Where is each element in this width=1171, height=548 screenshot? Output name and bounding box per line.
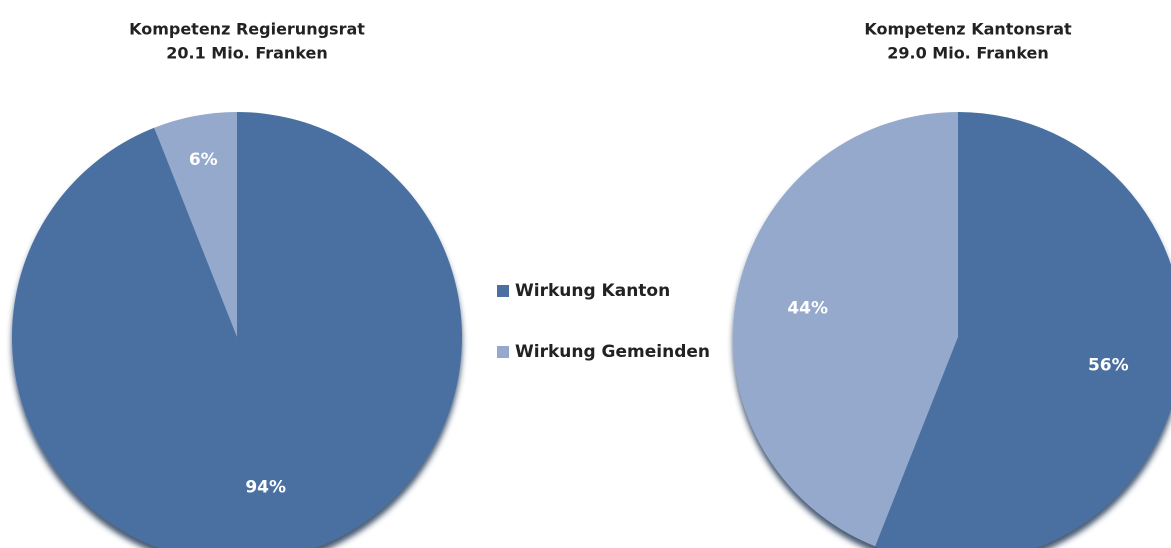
pie-slice <box>154 112 237 337</box>
chart-subtitle: 29.0 Mio. Franken <box>887 44 1049 63</box>
pie-slice <box>12 112 462 548</box>
pie-slice <box>875 112 1171 548</box>
data-label: 94% <box>245 477 286 497</box>
legend-swatch <box>497 285 509 297</box>
legend-label: Wirkung Kanton <box>515 281 670 301</box>
data-label: 6% <box>189 150 218 170</box>
chart-title: Kompetenz Kantonsrat <box>864 20 1072 39</box>
legend-swatch <box>497 346 509 358</box>
pie <box>733 112 1171 548</box>
pie-slice <box>733 112 958 547</box>
pie <box>12 112 462 548</box>
data-label: 56% <box>1088 356 1129 376</box>
data-label: 44% <box>787 298 828 318</box>
chart-title: Kompetenz Regierungsrat <box>129 20 365 39</box>
chart-subtitle: 20.1 Mio. Franken <box>166 44 328 63</box>
legend-label: Wirkung Gemeinden <box>515 342 710 362</box>
